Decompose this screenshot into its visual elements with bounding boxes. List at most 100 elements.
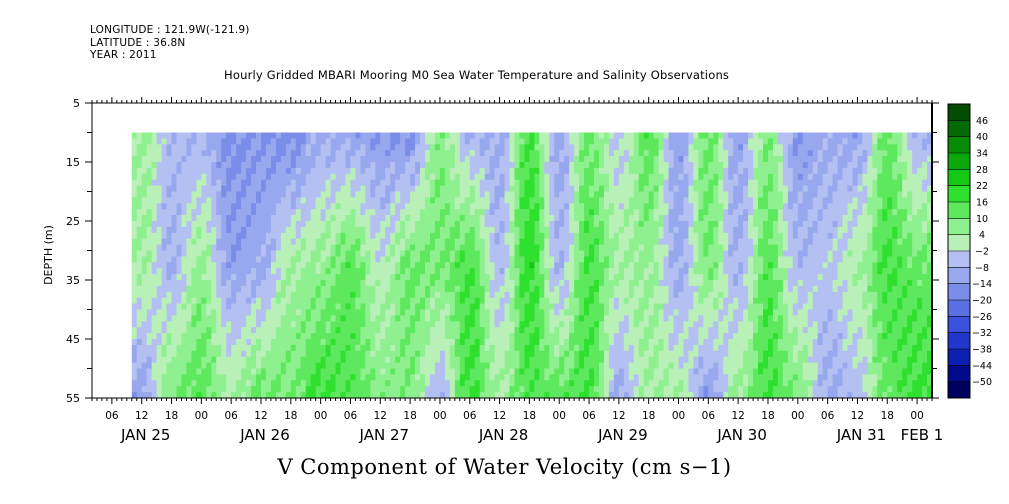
heat-cell — [365, 280, 371, 287]
heat-cell — [151, 232, 158, 240]
heat-cell — [514, 244, 520, 251]
heat-cell — [285, 350, 292, 358]
heat-cell — [474, 362, 481, 369]
heat-cell — [564, 356, 570, 363]
heat-cell — [514, 274, 520, 281]
heat-cell — [608, 167, 615, 175]
heat-cell — [365, 374, 371, 381]
heat-cell — [569, 167, 575, 175]
heat-cell — [514, 138, 520, 145]
heat-cell — [410, 291, 416, 299]
heat-cell — [544, 226, 550, 234]
heat-cell — [489, 380, 495, 387]
heat-cell — [315, 374, 322, 381]
heat-cell — [171, 132, 177, 139]
heat-cell — [310, 368, 317, 375]
heat-cell — [434, 167, 441, 175]
heat-cell — [151, 191, 158, 198]
heat-cell — [280, 350, 287, 358]
heat-cell — [340, 179, 346, 186]
heat-cell — [429, 309, 436, 316]
heat-cell — [171, 179, 177, 186]
heat-cell — [474, 226, 481, 234]
heat-cell — [633, 327, 640, 334]
heat-cell — [345, 232, 351, 240]
heat-cell — [529, 333, 535, 340]
heat-cell — [340, 274, 346, 281]
heat-cell — [395, 392, 401, 399]
heat-cell — [146, 321, 153, 328]
heat-cell — [628, 327, 635, 334]
heat-cell — [270, 209, 277, 216]
heat-cell — [598, 156, 605, 163]
heat-cell — [201, 380, 207, 387]
heat-cell — [265, 215, 272, 222]
heat-cell — [270, 150, 277, 157]
heat-cell — [663, 185, 669, 192]
heat-cell — [181, 256, 187, 263]
heat-cell — [131, 344, 138, 352]
heat-cell — [579, 232, 585, 240]
heat-cell — [673, 232, 679, 240]
heat-cell — [171, 215, 177, 222]
heat-cell — [246, 173, 252, 181]
heat-cell — [300, 132, 307, 139]
heat-cell — [554, 156, 560, 163]
heat-cell — [166, 297, 172, 304]
heat-cell — [206, 156, 212, 163]
heat-cell — [454, 221, 461, 228]
heat-cell — [315, 238, 322, 245]
heat-cell — [569, 262, 575, 269]
heat-cell — [260, 244, 267, 251]
heat-cell — [186, 162, 192, 169]
heat-cell — [295, 380, 302, 387]
heat-cell — [494, 362, 500, 369]
heat-cell — [395, 380, 401, 387]
heat-cell — [131, 303, 138, 310]
heat-cell — [598, 150, 605, 157]
heat-cell — [221, 221, 227, 228]
heat-cell — [385, 386, 391, 393]
heat-cell — [459, 232, 466, 240]
heat-cell — [608, 179, 615, 186]
heat-cell — [181, 327, 187, 334]
heat-cell — [171, 321, 177, 328]
heat-cell — [295, 209, 302, 216]
heat-cell — [479, 356, 486, 363]
heat-cell — [340, 232, 346, 240]
heat-cell — [280, 315, 287, 322]
heat-cell — [251, 309, 257, 316]
heat-cell — [375, 386, 381, 393]
heat-cell — [256, 356, 262, 363]
heat-cell — [315, 203, 322, 210]
heat-cell — [509, 203, 515, 210]
heat-cell — [589, 386, 595, 393]
heat-cell — [320, 238, 327, 245]
heat-cell — [564, 350, 570, 358]
heat-cell — [275, 256, 282, 263]
heat-cell — [156, 291, 162, 299]
heat-cell — [454, 162, 461, 169]
heat-cell — [425, 374, 431, 381]
heat-cell — [390, 238, 396, 245]
heat-cell — [648, 309, 655, 316]
heat-cell — [370, 185, 376, 192]
heat-cell — [380, 150, 386, 157]
heat-cell — [385, 280, 391, 287]
heat-cell — [405, 339, 411, 346]
heat-cell — [668, 362, 674, 369]
heat-cell — [151, 303, 158, 310]
heat-cell — [678, 150, 684, 157]
heat-cell — [534, 315, 540, 322]
heat-cell — [270, 374, 277, 381]
heat-cell — [415, 167, 421, 175]
heat-cell — [514, 280, 520, 287]
heat-cell — [395, 303, 401, 310]
heat-cell — [186, 215, 192, 222]
heat-cell — [574, 285, 580, 293]
heat-cell — [380, 291, 386, 299]
heat-cell — [186, 150, 192, 157]
heat-cell — [131, 162, 138, 169]
heat-cell — [410, 333, 416, 340]
heat-cell — [241, 209, 247, 216]
